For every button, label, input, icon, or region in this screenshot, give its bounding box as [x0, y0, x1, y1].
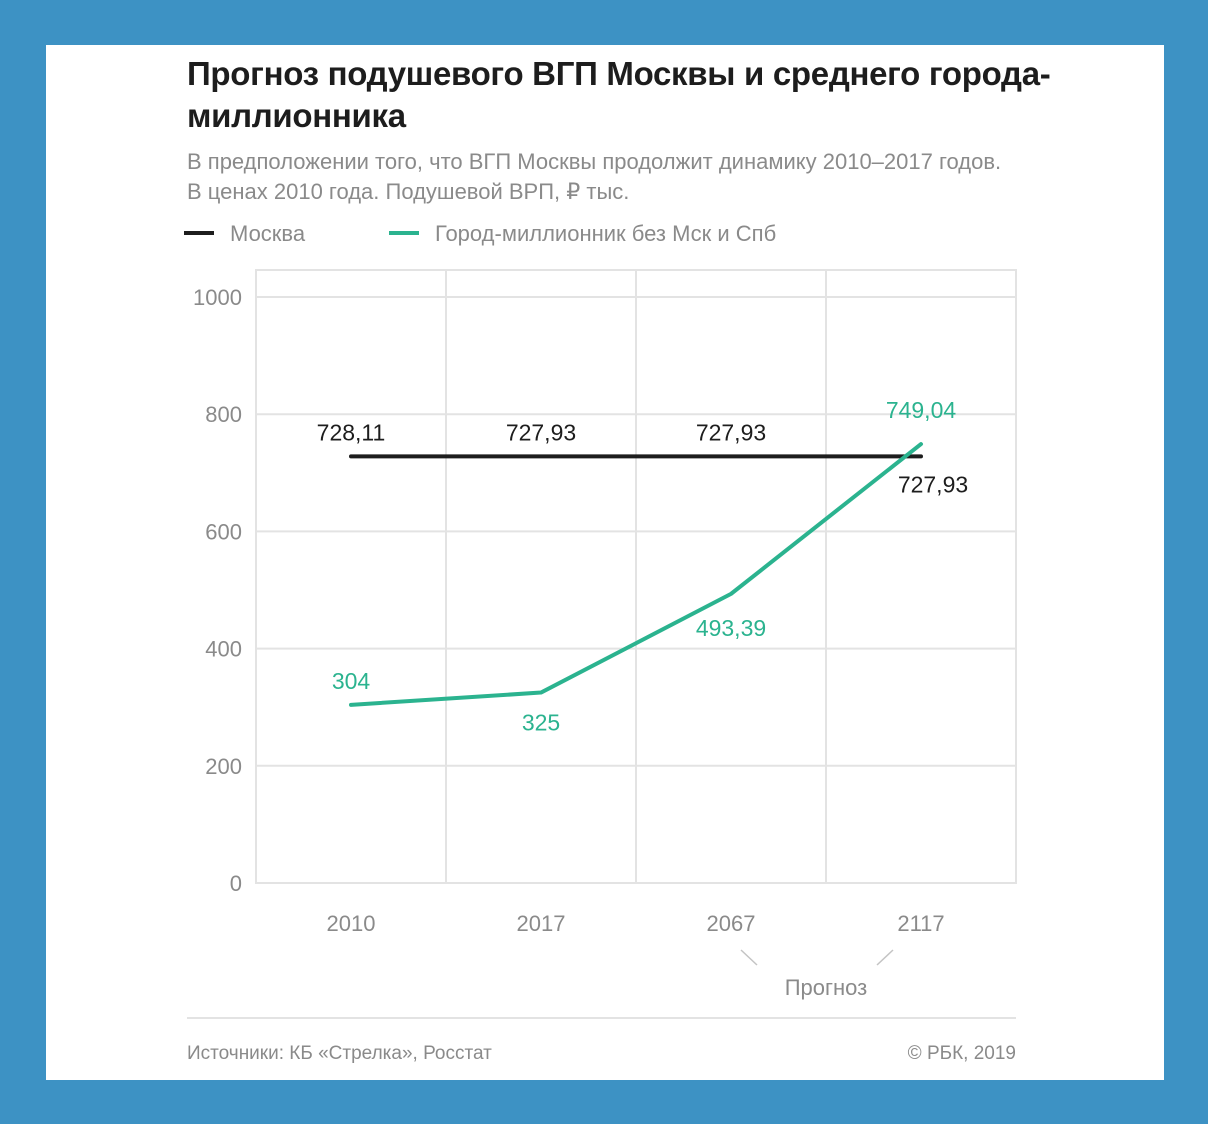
x-tick-label: 2067 — [707, 911, 756, 936]
label-layer: 728,11 727,93 727,93 727,93 304 325 493,39 749,… — [317, 397, 969, 735]
legend-label-city: Город-миллионник без Мск и Спб — [435, 221, 777, 246]
data-label-moscow: 727,93 — [898, 471, 968, 497]
y-tick-label: 200 — [205, 754, 242, 779]
data-label-city: 749,04 — [886, 397, 957, 423]
y-tick-label: 800 — [205, 402, 242, 427]
forecast-bracket-right — [876, 949, 894, 966]
y-tick-label: 600 — [205, 519, 242, 544]
legend-label-moscow: Москва — [230, 221, 306, 246]
copyright: © РБК, 2019 — [907, 1043, 1016, 1064]
series-line-city — [349, 442, 923, 707]
y-tick-label: 400 — [205, 637, 242, 662]
data-label-city: 493,39 — [696, 615, 766, 641]
y-tick-label: 1000 — [193, 285, 242, 310]
tick-layer: 0 200 400 600 800 1000 2010 2017 2067 2117 — [193, 285, 945, 936]
source-note: Источники: КБ «Стрелка», Росстат — [187, 1043, 492, 1064]
x-tick-label: 2117 — [897, 911, 944, 936]
line-chart: 0 200 400 600 800 1000 2010 2017 2067 2117 728,11… — [187, 269, 1017, 1019]
legend-swatch-city — [389, 231, 419, 236]
x-tick-label: 2010 — [327, 911, 376, 936]
data-label-city: 325 — [522, 710, 560, 736]
data-label-city: 304 — [332, 668, 371, 694]
data-label-moscow: 727,93 — [696, 419, 766, 445]
grid-layer — [255, 269, 1017, 884]
chart-card: Прогноз подушевого ВГП Москвы и среднего… — [46, 45, 1164, 1080]
series-layer — [349, 442, 923, 707]
forecast-layer: Прогноз — [187, 949, 1016, 1019]
data-label-moscow: 728,11 — [317, 419, 386, 445]
x-tick-label: 2017 — [517, 911, 566, 936]
data-label-moscow: 727,93 — [506, 419, 576, 445]
y-tick-label: 0 — [230, 871, 242, 896]
chart-title: Прогноз подушевого ВГП Москвы и среднего… — [187, 55, 1051, 134]
chart-subtitle: В предположении того, что ВГП Москвы про… — [187, 149, 1002, 204]
legend-swatch-moscow — [184, 231, 214, 236]
legend-item-city: Город-миллионник без Мск и Спб — [389, 219, 776, 249]
forecast-label: Прогноз — [785, 975, 868, 1000]
forecast-bracket-left — [740, 949, 758, 966]
legend-item-moscow: Москва — [184, 219, 305, 249]
